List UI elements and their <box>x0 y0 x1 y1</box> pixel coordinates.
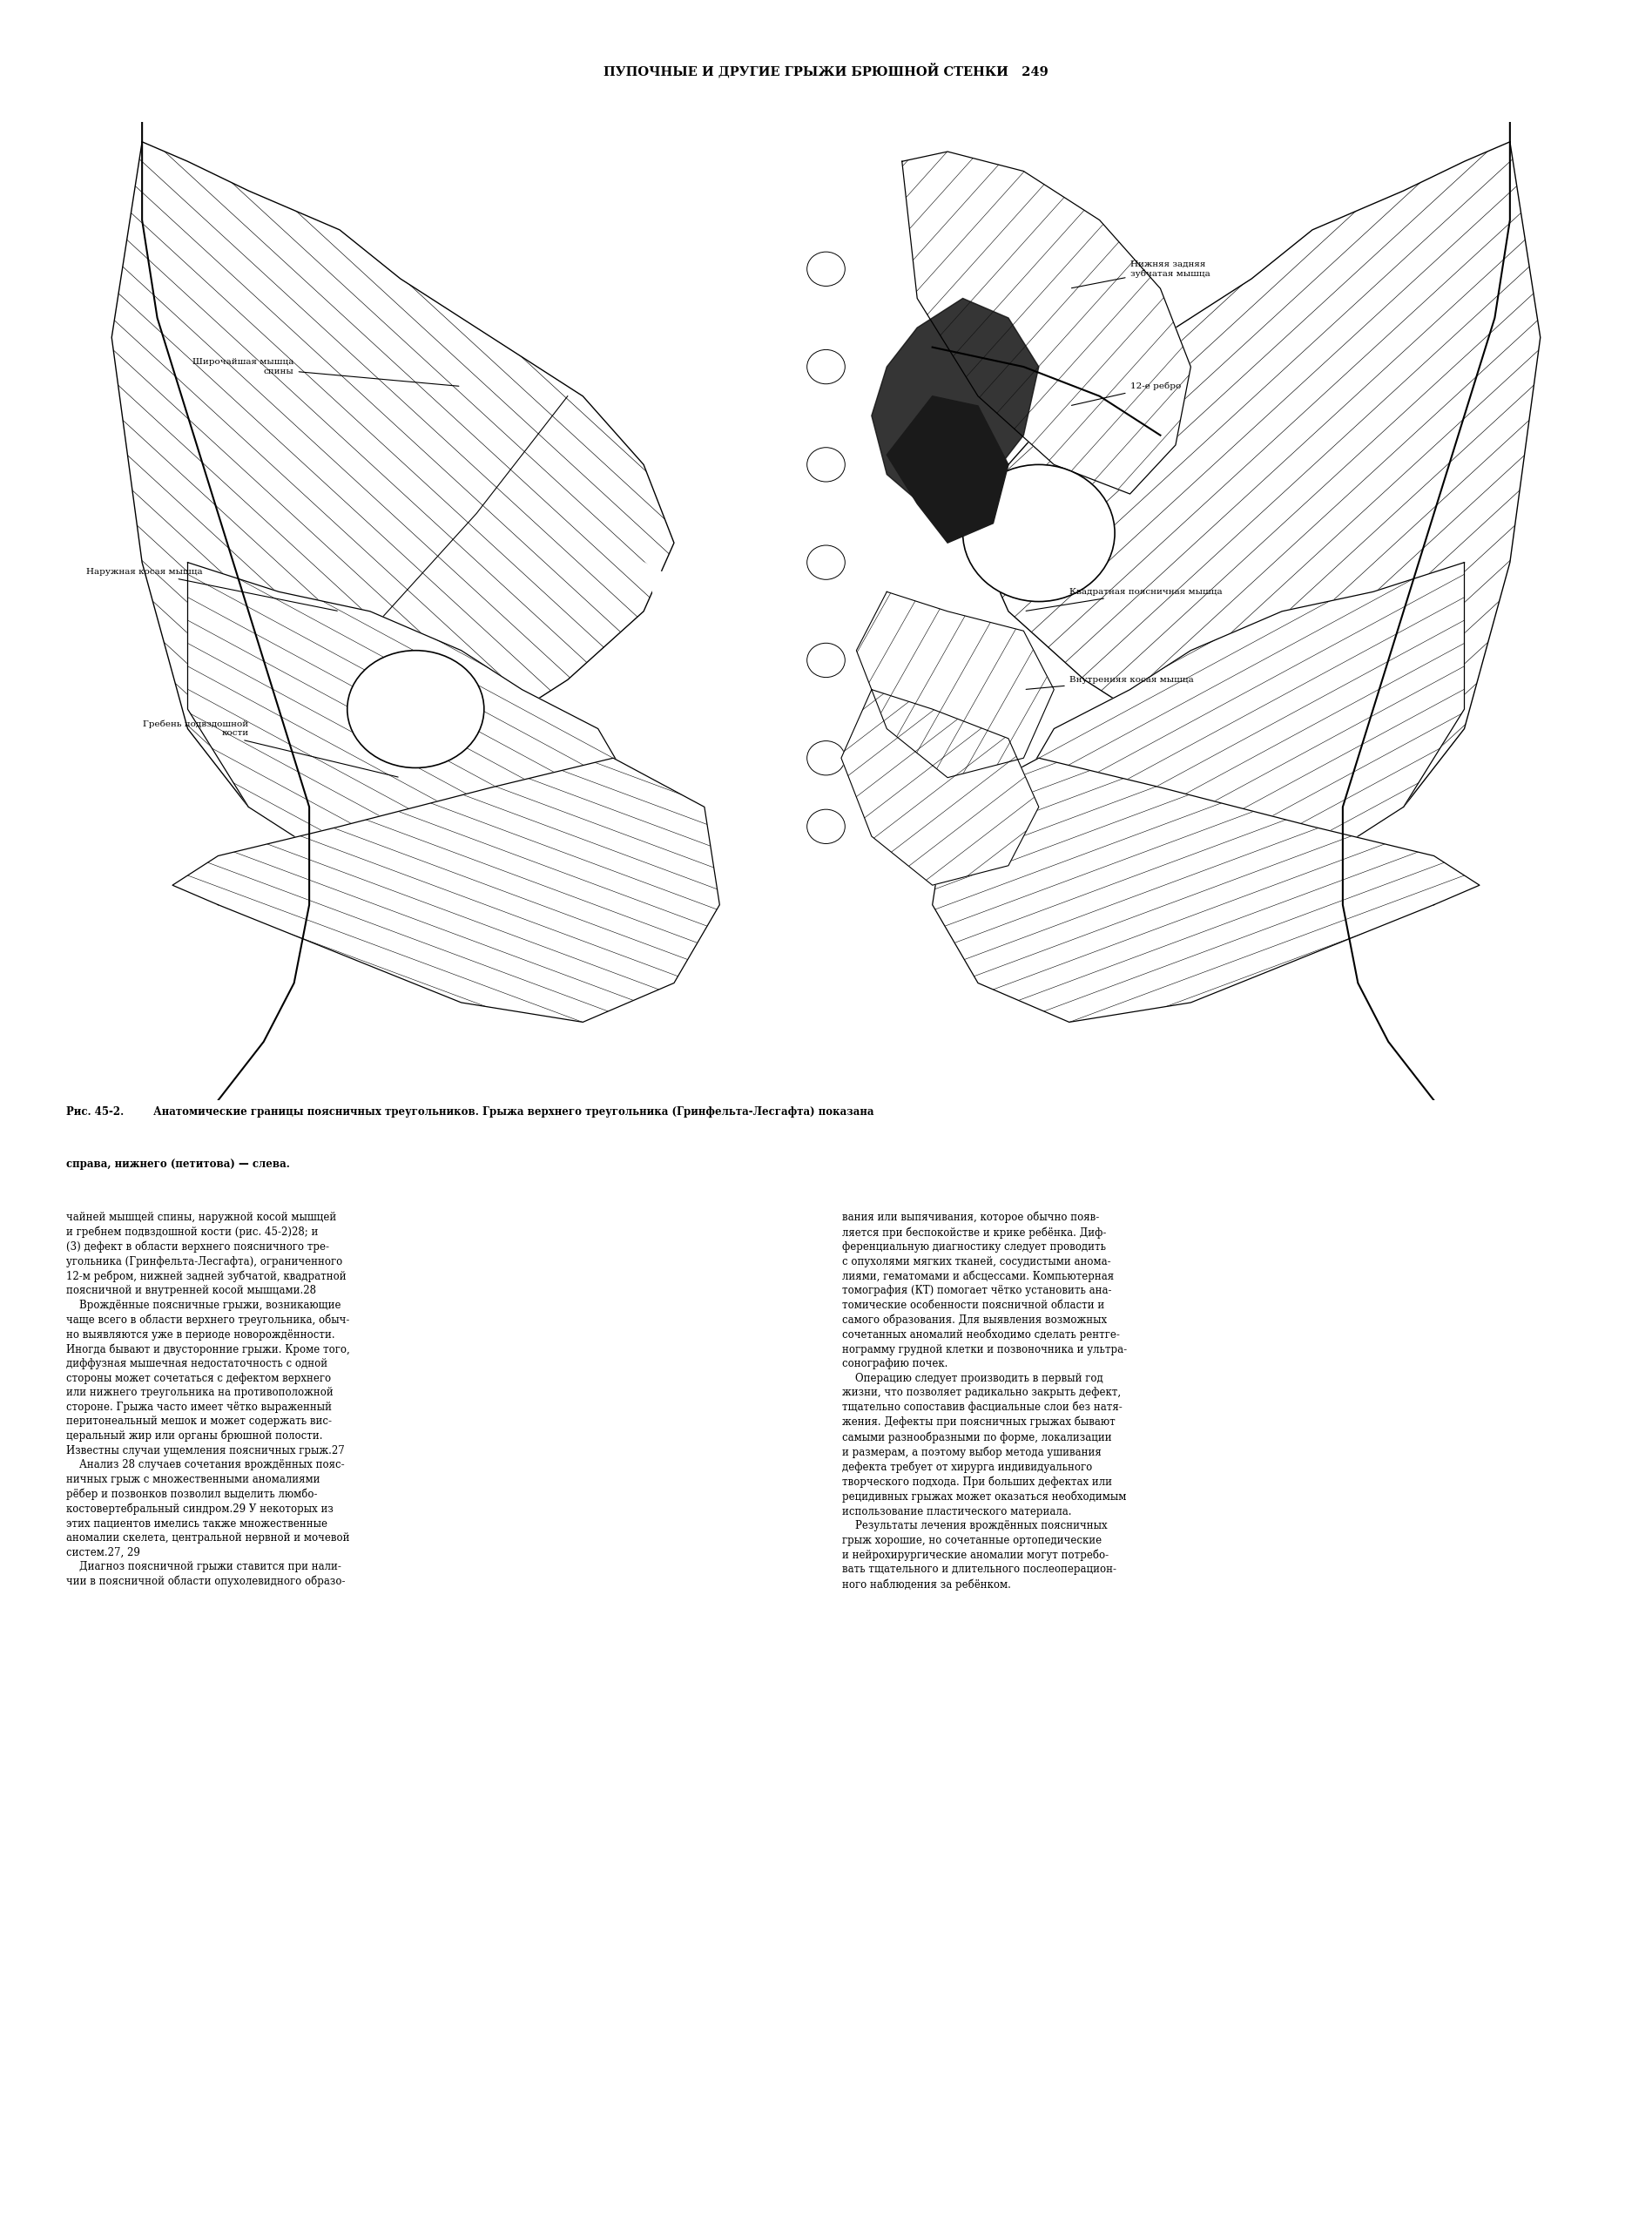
Polygon shape <box>644 122 1008 338</box>
Text: Широчайшая мышца
спины: Широчайшая мышца спины <box>193 358 459 387</box>
Text: Квадратная поясничная мышца: Квадратная поясничная мышца <box>1026 587 1222 611</box>
Polygon shape <box>856 591 1054 778</box>
Polygon shape <box>932 758 1480 1023</box>
Text: Рис. 45-2.: Рис. 45-2. <box>66 1107 124 1118</box>
Polygon shape <box>172 758 720 1023</box>
Polygon shape <box>188 562 644 925</box>
Polygon shape <box>978 142 1540 827</box>
Polygon shape <box>644 562 1008 905</box>
Text: Внутренняя косая мышца: Внутренняя косая мышца <box>1026 676 1193 689</box>
Text: Нижняя задняя
зубчатая мышца: Нижняя задняя зубчатая мышца <box>1072 260 1209 289</box>
Polygon shape <box>112 142 674 827</box>
Polygon shape <box>887 396 1008 542</box>
Text: 12-е ребро: 12-е ребро <box>1072 382 1181 405</box>
Ellipse shape <box>808 642 846 678</box>
Text: вания или выпячивания, которое обычно появ-
ляется при беспокойстве и крике ребё: вания или выпячивания, которое обычно по… <box>843 1212 1127 1589</box>
Text: чайней мышцей спины, наружной косой мышцей
и гребнем подвздошной кости (рис. 45-: чайней мышцей спины, наружной косой мышц… <box>66 1212 350 1587</box>
Ellipse shape <box>808 447 846 482</box>
Polygon shape <box>872 298 1039 514</box>
Ellipse shape <box>808 349 846 385</box>
Text: ПУПОЧНЫЕ И ДРУГИЕ ГРЫЖИ БРЮШНОЙ СТЕНКИ   249: ПУПОЧНЫЕ И ДРУГИЕ ГРЫЖИ БРЮШНОЙ СТЕНКИ 2… <box>603 62 1049 78</box>
Ellipse shape <box>347 651 484 767</box>
Polygon shape <box>1008 562 1464 925</box>
Text: Гребень подвздошной
кости: Гребень подвздошной кости <box>144 720 398 778</box>
Text: Наружная косая мышца: Наружная косая мышца <box>86 569 337 611</box>
Ellipse shape <box>808 545 846 580</box>
Ellipse shape <box>963 465 1115 602</box>
Polygon shape <box>841 689 1039 885</box>
Polygon shape <box>902 151 1191 494</box>
Polygon shape <box>872 298 1039 514</box>
Ellipse shape <box>808 809 846 843</box>
Text: Анатомические границы поясничных треугольников. Грыжа верхнего треугольника (Гри: Анатомические границы поясничных треугол… <box>150 1107 874 1118</box>
Ellipse shape <box>808 740 846 776</box>
Text: справа, нижнего (петитова) — слева.: справа, нижнего (петитова) — слева. <box>66 1158 289 1169</box>
Ellipse shape <box>808 251 846 287</box>
